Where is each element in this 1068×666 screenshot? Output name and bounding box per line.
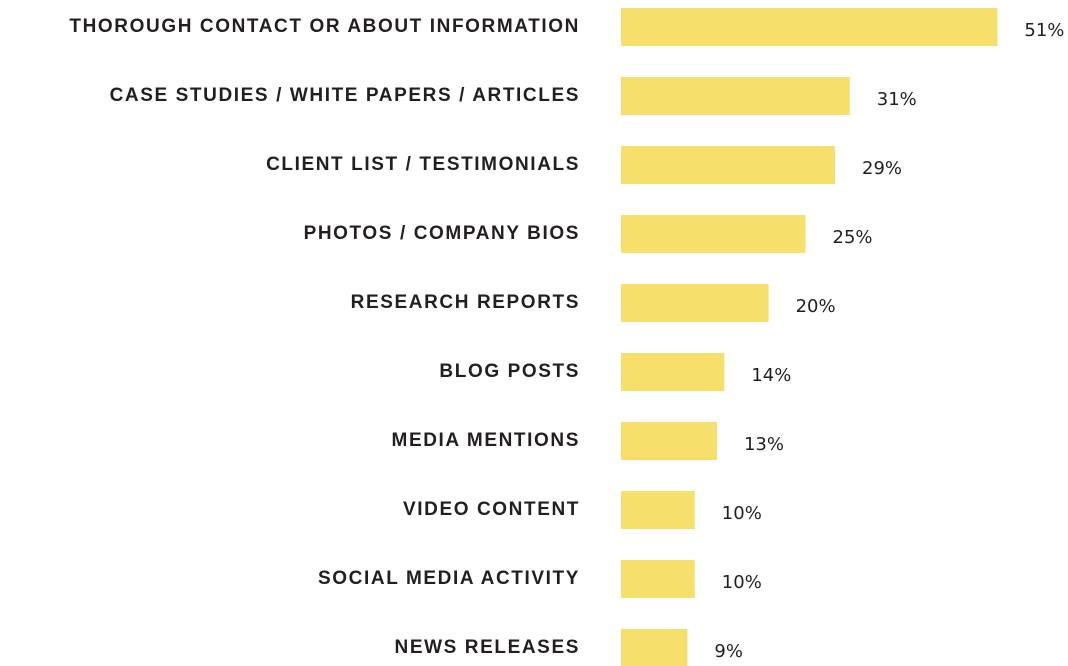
value-label: 10% [722, 503, 762, 524]
bar [621, 629, 688, 666]
bar [621, 215, 806, 253]
value-label: 31% [877, 89, 917, 110]
value-label: 20% [796, 296, 836, 317]
bar [621, 491, 695, 529]
bar [621, 422, 717, 460]
value-label: 14% [751, 365, 791, 386]
category-label: RESEARCH REPORTS [351, 292, 580, 313]
category-label: SOCIAL MEDIA ACTIVITY [318, 568, 580, 589]
value-label: 9% [714, 641, 743, 662]
bar [621, 560, 695, 598]
bar [621, 146, 836, 184]
bar [621, 284, 769, 322]
category-label: PHOTOS / COMPANY BIOS [304, 223, 580, 244]
category-label: BLOG POSTS [439, 361, 580, 382]
category-label: VIDEO CONTENT [403, 499, 580, 520]
bar [621, 77, 850, 115]
value-label: 13% [744, 434, 784, 455]
category-label: CASE STUDIES / WHITE PAPERS / ARTICLES [110, 85, 580, 106]
category-label: MEDIA MENTIONS [392, 430, 580, 451]
value-label: 29% [862, 158, 902, 179]
value-label: 51% [1024, 20, 1064, 41]
category-label: NEWS RELEASES [395, 637, 581, 658]
category-label: THOROUGH CONTACT OR ABOUT INFORMATION [69, 16, 580, 37]
category-label: CLIENT LIST / TESTIMONIALS [266, 154, 580, 175]
value-label: 10% [722, 572, 762, 593]
bar [621, 353, 725, 391]
bar [621, 8, 998, 46]
value-label: 25% [833, 227, 873, 248]
